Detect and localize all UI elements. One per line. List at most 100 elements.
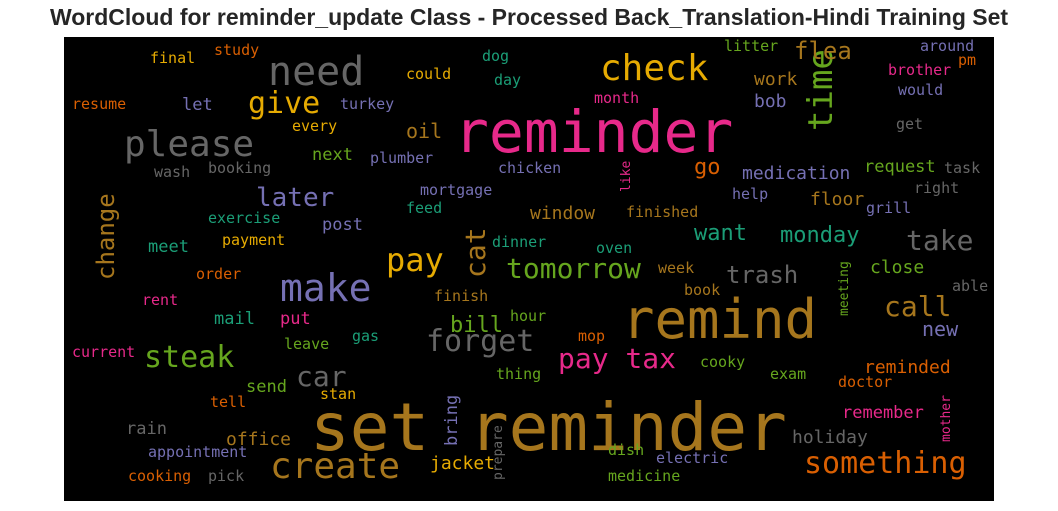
wordcloud-word: pay tax (558, 342, 677, 375)
wordcloud-word: send (246, 377, 287, 397)
wordcloud-word: brother (888, 61, 952, 79)
wordcloud-word: week (658, 259, 695, 277)
wordcloud-word: exercise (208, 209, 281, 227)
wordcloud-word: bring (442, 394, 462, 446)
wordcloud-word: bill (450, 313, 503, 338)
wordcloud-word: get (896, 115, 924, 133)
wordcloud-word: order (196, 265, 242, 283)
wordcloud-word: pick (208, 467, 245, 485)
wordcloud-word: mother (939, 395, 954, 442)
wordcloud-word: mortgage (420, 181, 493, 199)
wordcloud-word: rain (126, 419, 167, 439)
wordcloud-word: gas (352, 327, 380, 345)
wordcloud-word: window (530, 203, 596, 224)
wordcloud-word: something (804, 446, 967, 481)
wordcloud-word: hour (510, 307, 547, 325)
wordcloud-word: later (256, 183, 335, 213)
wordcloud-word: check (600, 48, 709, 89)
wordcloud-word: change (92, 193, 120, 280)
wordcloud-word: give (248, 86, 321, 121)
wordcloud-word: jacket (430, 453, 496, 474)
wordcloud-word: plumber (370, 149, 434, 167)
chart-title: WordCloud for reminder_update Class - Pr… (49, 4, 1009, 30)
wordcloud-word: remind (622, 288, 818, 351)
wordcloud-word: mop (578, 327, 606, 345)
wordcloud-word: car (296, 360, 347, 393)
wordcloud-word: medicine (608, 467, 681, 485)
wordcloud-word: tell (210, 393, 247, 411)
wordcloud-word: right (914, 179, 960, 197)
wordcloud-word: day (494, 71, 522, 89)
wordcloud-word: payment (222, 231, 286, 249)
wordcloud-word: please (124, 124, 255, 165)
wordcloud-word: task (944, 159, 981, 177)
wordcloud-word: current (72, 343, 136, 361)
wordcloud-canvas: set reminder reminder remind need make check c… (64, 37, 994, 501)
wordcloud-word: book (684, 281, 721, 299)
wordcloud-word: electric (656, 449, 729, 467)
wordcloud-word: leave (284, 335, 330, 353)
wordcloud-word: chicken (498, 159, 562, 177)
wordcloud-word: want (694, 221, 747, 246)
wordcloud-word: cat (459, 227, 492, 278)
wordcloud-word: feed (406, 199, 443, 217)
wordcloud-word: cooky (700, 353, 746, 371)
wordcloud-word: call (884, 290, 952, 323)
wordcloud-word: close (870, 257, 925, 278)
wordcloud-word: bob (754, 91, 787, 112)
wordcloud-word: floor (810, 189, 865, 210)
wordcloud-word: dish (608, 441, 645, 459)
wordcloud-word: make (280, 266, 372, 310)
wordcloud-word: could (406, 65, 452, 83)
wordcloud-word: holiday (792, 427, 868, 448)
wordcloud-word: meeting (837, 261, 852, 316)
wordcloud-word: study (214, 41, 260, 59)
wordcloud-word: post (322, 215, 363, 235)
wordcloud-word: grill (866, 199, 912, 217)
wordcloud-word: rent (142, 291, 179, 309)
wordcloud-word: around (920, 37, 975, 55)
wordcloud-word: finish (434, 287, 489, 305)
wordcloud-word: appointment (148, 443, 248, 461)
wordcloud-word: next (312, 145, 353, 165)
wordcloud-word: prepare (491, 425, 506, 480)
wordcloud-word: booking (208, 159, 272, 177)
wordcloud-word: doctor (838, 373, 893, 391)
wordcloud-word: let (182, 95, 213, 115)
wordcloud-word: remember (842, 403, 924, 423)
wordcloud-word: able (952, 277, 989, 295)
wordcloud-word: finished (626, 203, 699, 221)
wordcloud-word: litter (724, 37, 779, 55)
wordcloud-word: office (226, 429, 292, 450)
wordcloud-word: thing (496, 365, 542, 383)
wordcloud-word: go (694, 155, 721, 180)
wordcloud-word: oil (406, 119, 443, 143)
wordcloud-word: every (292, 117, 338, 135)
wordcloud-word: trash (726, 261, 799, 289)
wordcloud-word: put (280, 309, 311, 329)
wordcloud-word: reminded (864, 357, 951, 378)
wordcloud-word: help (732, 185, 769, 203)
wordcloud-word: pm (958, 51, 977, 69)
wordcloud-word: month (594, 89, 640, 107)
wordcloud-word: turkey (340, 95, 395, 113)
wordcloud-word: dinner (492, 233, 547, 251)
wordcloud-word: mail (214, 309, 255, 329)
wordcloud-word: cooking (128, 467, 192, 485)
wordcloud-word: wash (154, 163, 191, 181)
wordcloud-word: like (619, 160, 634, 192)
wordcloud-word: new (922, 317, 959, 341)
wordcloud-word: pay (386, 241, 444, 279)
wordcloud-word: request (864, 157, 936, 177)
wordcloud-word: oven (596, 239, 633, 257)
wordcloud-word: stan (320, 385, 357, 403)
wordcloud-word: resume (72, 95, 127, 113)
wordcloud-word: tomorrow (506, 252, 641, 285)
wordcloud-word: reminder (454, 98, 734, 166)
wordcloud-word: final (150, 49, 196, 67)
wordcloud-word: monday (780, 223, 860, 248)
wordcloud-word: meet (148, 237, 189, 257)
wordcloud-word: dog (482, 47, 510, 65)
wordcloud-word: take (906, 224, 974, 257)
wordcloud-word: flea (794, 37, 852, 65)
